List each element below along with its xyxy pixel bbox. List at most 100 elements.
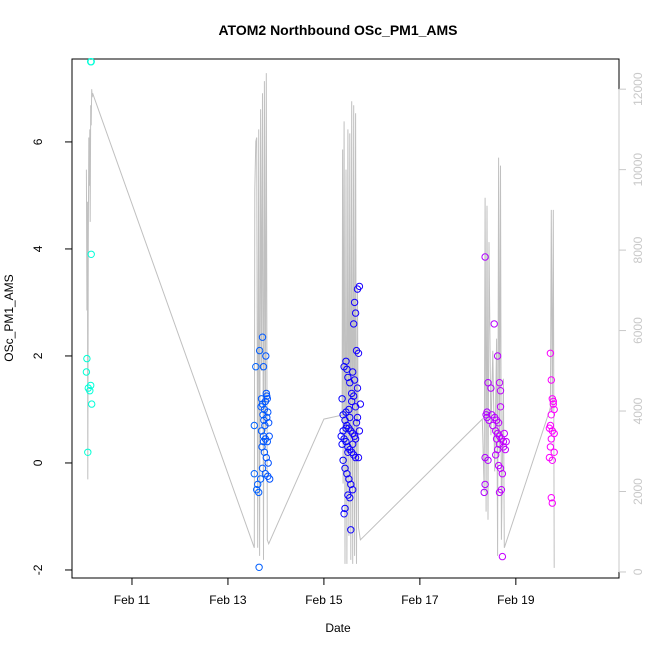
data-point — [350, 320, 358, 328]
y-tick-label: 2 — [31, 352, 45, 359]
data-point — [340, 510, 348, 518]
data-point — [498, 552, 507, 561]
data-point — [339, 456, 347, 464]
y-axis-label: OSc_PM1_AMS — [2, 274, 16, 361]
data-point — [346, 494, 354, 502]
data-point — [338, 440, 346, 448]
data-point — [351, 403, 360, 411]
y-tick-label: 6 — [31, 138, 45, 145]
data-point — [263, 413, 271, 422]
data-point — [259, 363, 268, 371]
data-point — [342, 424, 350, 432]
data-point — [484, 456, 492, 464]
data-point — [547, 411, 555, 419]
data-point — [265, 419, 273, 427]
data-point — [349, 486, 357, 494]
data-point — [350, 298, 359, 307]
data-point — [342, 357, 350, 365]
data-point — [493, 445, 502, 454]
y2-tick-label: 6000 — [631, 317, 645, 344]
y-axis-left: -2 0 2 4 6 — [31, 138, 73, 575]
data-point — [250, 470, 259, 478]
data-point — [549, 400, 557, 408]
data-point — [354, 349, 363, 357]
data-point — [84, 448, 92, 456]
data-point — [349, 368, 357, 376]
data-point — [550, 448, 558, 456]
data-point — [265, 432, 273, 440]
data-point — [489, 421, 497, 430]
data-point — [497, 486, 506, 494]
data-point — [549, 397, 557, 406]
x-tick-label: Feb 13 — [209, 593, 247, 607]
data-point — [343, 365, 351, 373]
data-point — [353, 413, 362, 422]
data-point — [496, 403, 505, 411]
plot-area — [71, 58, 620, 579]
data-point — [87, 250, 95, 259]
chart-title: ATOM2 Northbound OSc_PM1_AMS — [218, 22, 457, 38]
data-point — [495, 379, 504, 387]
data-point — [351, 435, 360, 443]
data-point — [354, 453, 363, 462]
data-point — [346, 413, 354, 422]
data-point — [262, 389, 270, 398]
y-tick-label: 4 — [31, 245, 45, 252]
data-point — [352, 419, 361, 427]
data-point — [545, 424, 554, 432]
data-point — [82, 368, 91, 376]
data-point — [548, 499, 556, 507]
data-point — [353, 384, 362, 392]
data-point — [355, 427, 364, 435]
x-tick-label: Feb 17 — [401, 593, 439, 607]
data-point — [487, 384, 495, 392]
data-point — [256, 475, 265, 483]
secondary-series-line — [85, 73, 555, 568]
data-point — [250, 421, 259, 430]
y-tick-label: -2 — [31, 564, 45, 575]
data-point — [263, 392, 271, 400]
data-point — [347, 526, 355, 534]
data-point — [547, 435, 555, 443]
x-tick-label: Feb 15 — [305, 593, 343, 607]
data-point — [481, 480, 489, 489]
data-point — [342, 437, 350, 446]
data-point — [502, 437, 510, 446]
data-point — [264, 408, 272, 416]
data-point — [496, 387, 505, 395]
data-point — [260, 448, 269, 456]
data-point — [351, 309, 360, 317]
data-point — [258, 333, 267, 341]
data-point — [351, 453, 360, 462]
data-point — [83, 354, 91, 363]
y2-tick-label: 12000 — [631, 72, 645, 106]
data-point — [255, 346, 264, 355]
data-point — [255, 563, 263, 571]
data-point — [493, 352, 502, 360]
data-point — [337, 432, 345, 440]
data-point — [266, 475, 274, 483]
data-point — [490, 320, 498, 328]
y2-tick-label: 0 — [631, 568, 645, 575]
x-axis: Feb 11 Feb 13 Feb 15 Feb 17 Feb 19 — [114, 577, 535, 607]
x-tick-label: Feb 11 — [114, 593, 151, 607]
data-point — [501, 445, 509, 454]
data-point — [481, 253, 489, 261]
data-point — [547, 376, 555, 384]
x-axis-label: Date — [325, 621, 351, 635]
data-point — [259, 437, 268, 446]
data-point — [262, 352, 270, 360]
y2-tick-label: 4000 — [631, 397, 645, 424]
y-axis-right: 0 2000 4000 6000 8000 10000 12000 — [618, 72, 645, 575]
secondary-line-layer — [85, 73, 555, 568]
data-point — [548, 456, 556, 464]
data-point — [499, 437, 508, 446]
data-point — [350, 376, 359, 384]
data-point — [492, 435, 501, 443]
y-tick-label: 0 — [31, 459, 45, 466]
data-point — [252, 363, 260, 371]
data-point — [355, 282, 364, 291]
data-point — [546, 349, 555, 357]
